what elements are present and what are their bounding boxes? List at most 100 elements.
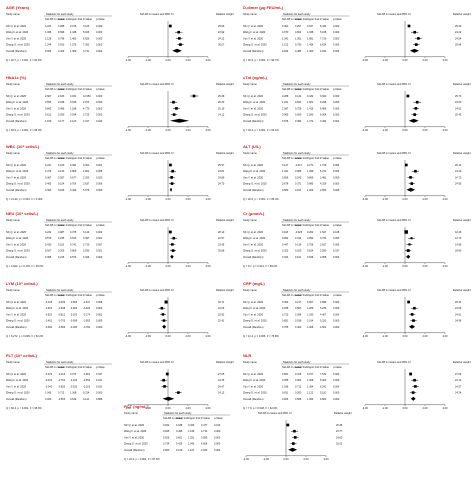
study-stat: 1.122: [307, 392, 314, 395]
x-tick-label: -2.00: [382, 128, 388, 132]
study-point: [169, 163, 172, 167]
header-stat-col: Z-Value: [320, 293, 329, 297]
overall-stat: 0.588: [295, 398, 302, 401]
study-stat: 0.057: [58, 176, 65, 179]
header-stat-col: Lower limit: [295, 365, 308, 369]
overall-stat: 2.650: [320, 189, 327, 192]
x-tick-label: 0.00: [283, 457, 289, 461]
study-point: [292, 442, 295, 445]
study-point: [170, 176, 173, 179]
study-weight: 26.07: [218, 44, 225, 47]
study-weight: 12.73: [455, 237, 462, 240]
overall-stat: 0.000: [333, 50, 340, 53]
study-stat: 0.136: [295, 243, 302, 246]
header-stat-col: Std diff in means: [45, 17, 65, 21]
header-weight: Relative weight: [453, 12, 471, 16]
study-stat: 6.624: [320, 44, 327, 47]
study-stat: 0.415: [295, 373, 302, 376]
study-stat: 0.013: [214, 424, 221, 427]
study-stat: 0.290: [58, 114, 65, 117]
study-stat: 0.000: [96, 392, 103, 395]
study-stat: 0.500: [295, 392, 302, 395]
header-stat-col: Std diff in means: [45, 156, 65, 160]
study-stat: 0.507: [45, 250, 52, 253]
header-stat-col: Lower limit: [58, 223, 71, 227]
study-stat: 0.496: [58, 107, 65, 110]
study-stat: 0.314: [295, 237, 302, 240]
study-weight: 24.96: [455, 320, 462, 323]
overall-stat: 1.150: [45, 120, 52, 123]
study-stat: 0.476: [45, 170, 52, 173]
study-stat: 1.308: [307, 379, 314, 382]
study-stat: 5.585: [201, 436, 208, 439]
study-stat: 0.965: [282, 114, 289, 117]
header-stat-col: p-Value: [333, 156, 342, 160]
study-stat: -0.193: [45, 301, 53, 304]
study-name: Wang F. et al. 2020: [6, 169, 29, 173]
study-weight: 24.36: [218, 379, 225, 382]
header-stat-col: Std diff in means: [45, 87, 65, 91]
study-stat: 5.700: [320, 170, 327, 173]
overall-stat: -0.583: [58, 326, 66, 329]
study-stat: 1.364: [307, 385, 314, 388]
study-stat: 0.405: [45, 183, 52, 186]
study-name: Wang F. et al. 2020: [6, 236, 29, 240]
x-tick-label: -2.00: [145, 58, 151, 62]
header-stat-col: Upper limit: [188, 416, 201, 420]
x-tick-label: 0.00: [165, 334, 171, 338]
study-stat: 0.601: [176, 436, 183, 439]
study-point: [412, 319, 415, 322]
study-stat: 0.391: [70, 164, 77, 167]
panel-title: CRP (mg/L): [243, 281, 265, 286]
study-stat: 1.415: [307, 107, 314, 110]
study-stat: 1.368: [70, 392, 77, 395]
study-name: Zhang G. et al. 2020: [243, 319, 267, 323]
header-stat-col: Lower limit: [295, 87, 308, 91]
header-stat-col: p-Value: [333, 87, 342, 91]
header-study-name: Study name: [6, 218, 20, 222]
header-weight: Relative weight: [453, 288, 471, 292]
study-stat: 1.681: [307, 37, 314, 40]
study-stat: -0.050: [70, 301, 78, 304]
study-weight: 29.80: [455, 250, 462, 253]
study-stat: 0.005: [96, 170, 103, 173]
panel-title: NLR: [243, 353, 251, 358]
overall-stat: 0.219: [176, 449, 183, 452]
header-statistics: Statistics for each study: [46, 360, 74, 364]
study-point: [413, 30, 417, 34]
study-weight: 28.10: [218, 231, 225, 234]
study-name: Zhang G. et al. 2020: [243, 43, 267, 47]
study-stat: -0.070: [45, 373, 53, 376]
study-stat: 5.110: [320, 392, 327, 395]
x-tick-label: 0.00: [165, 264, 171, 268]
study-name: Wang F. et al. 2020: [6, 306, 29, 310]
study-point: [414, 43, 418, 46]
study-stat: 0.118: [282, 231, 289, 234]
header-stat-col: Z-Value: [320, 17, 329, 21]
study-point: [413, 113, 416, 116]
study-stat: 0.009: [96, 320, 103, 323]
overall-diamond: [406, 254, 411, 259]
study-stat: 0.677: [70, 176, 77, 179]
study-stat: 1.399: [307, 170, 314, 173]
forest-panel-2: HbA1c (%) Study name Statistics for each s…: [6, 75, 234, 132]
study-stat: 4.770: [83, 107, 90, 110]
overall-diamond: [409, 48, 420, 53]
forest-panel-9: ALT (U/L) Study name Statistics for each s…: [243, 144, 471, 201]
overall-stat: -3.782: [83, 326, 91, 329]
study-stat: 0.000: [333, 25, 340, 28]
study-stat: 0.000: [96, 44, 103, 47]
study-name: Wang F. et al. 2020: [243, 30, 266, 34]
header-stat-col: Lower limit: [176, 416, 189, 420]
study-stat: 0.037: [333, 250, 340, 253]
study-stat: 0.020: [96, 176, 103, 179]
header-stat-col: Upper limit: [70, 87, 83, 91]
x-tick-label: -2.00: [382, 406, 388, 410]
study-stat: 1.436: [70, 31, 77, 34]
study-stat: 0.000: [333, 301, 340, 304]
overall-name: Overall (Random): [243, 188, 264, 192]
study-point: [286, 423, 290, 427]
study-point: [175, 107, 178, 110]
study-stat: 0.650: [295, 114, 302, 117]
overall-name: Overall (Random): [243, 397, 264, 401]
